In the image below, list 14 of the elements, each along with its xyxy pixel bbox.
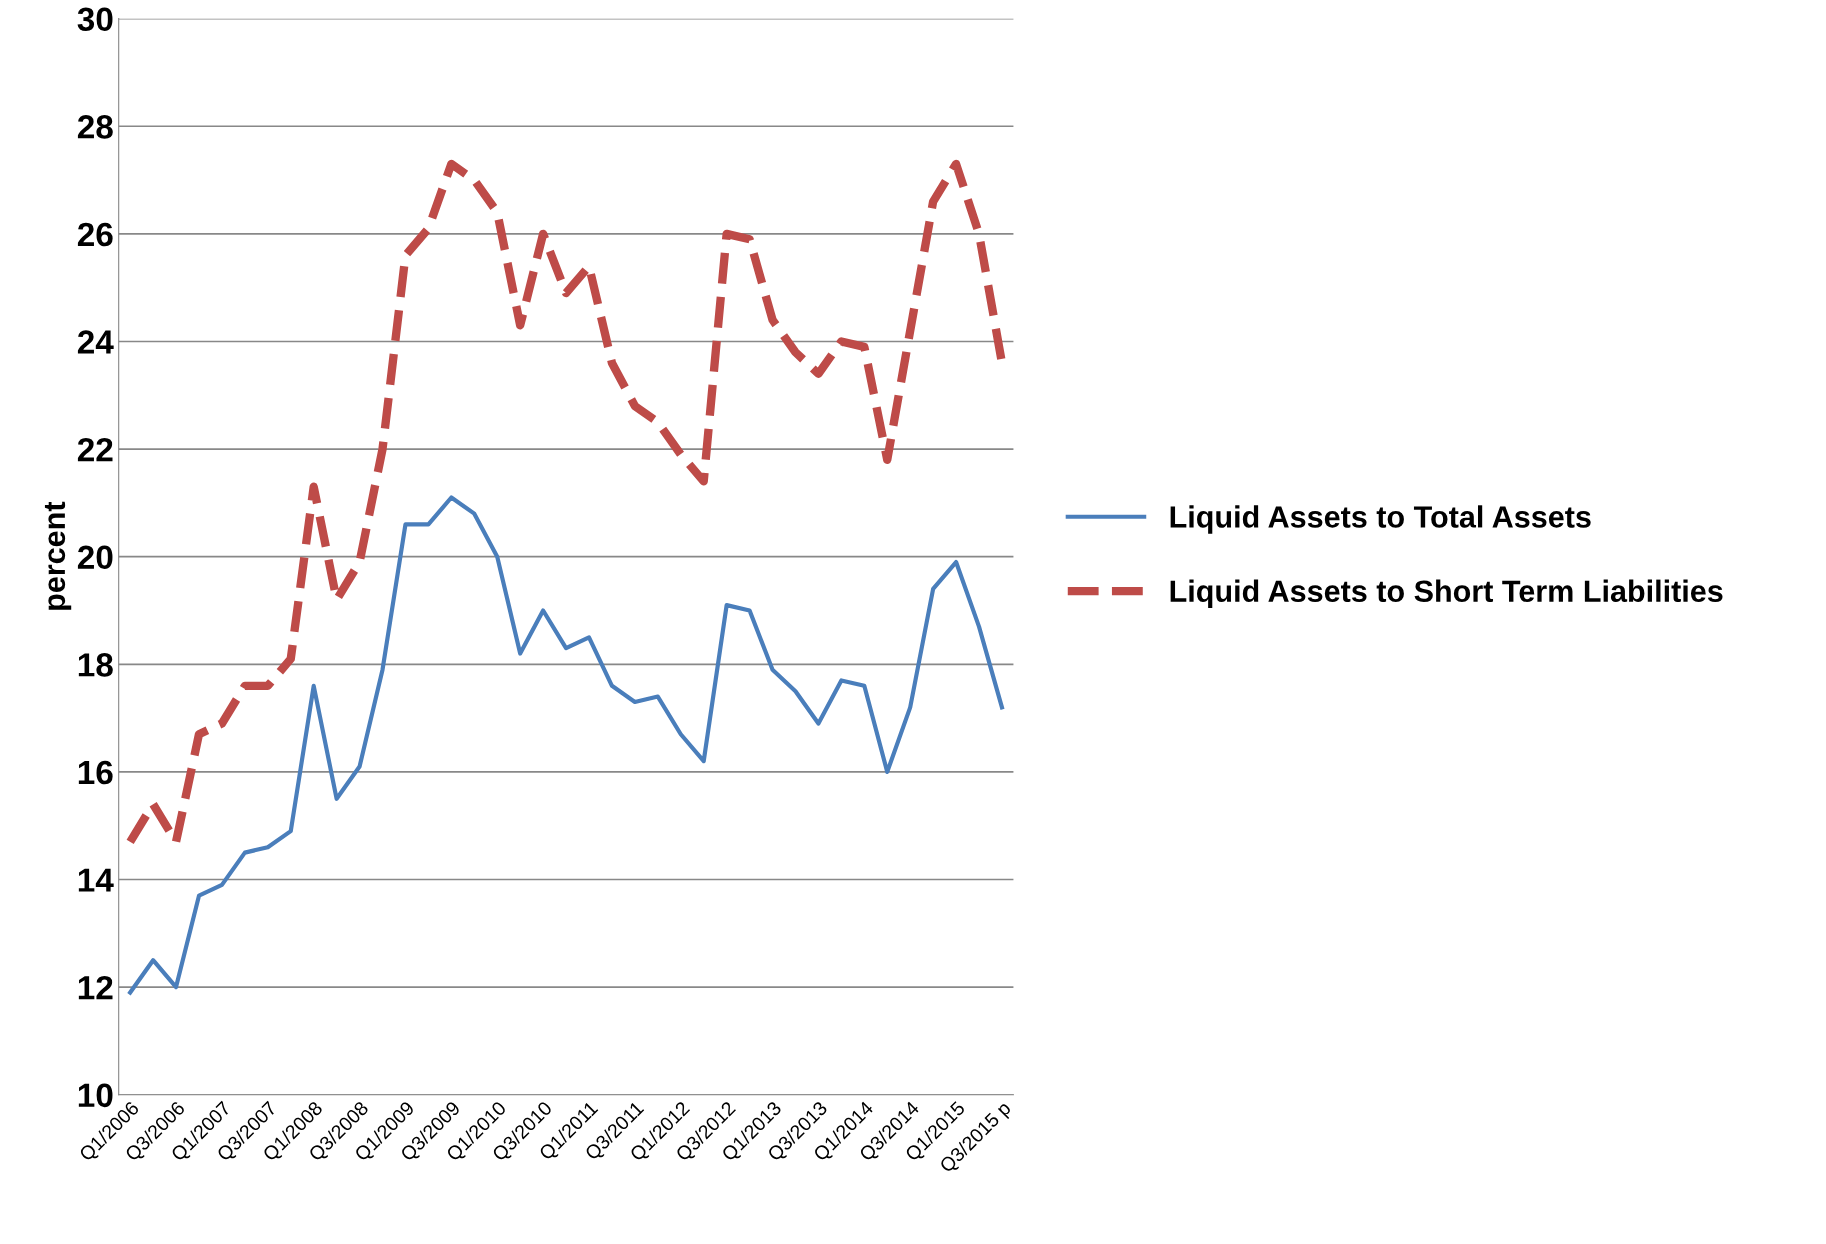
line-series <box>128 495 1005 995</box>
y-tick-label: 28 <box>77 115 113 139</box>
legend-label: Liquid Assets to Total Assets <box>1170 505 1591 534</box>
y-tick-label: 30 <box>77 7 113 32</box>
y-tick-label: 12 <box>78 975 113 1000</box>
y-tick-label: 22 <box>77 437 113 462</box>
y-tick-label: 26 <box>77 222 113 247</box>
y-tick-label: 24 <box>77 330 114 354</box>
y-tick-label: 20 <box>77 545 113 570</box>
legend-label: Liquid Assets to Short Term Liabilities <box>1170 579 1723 609</box>
y-axis-title: percent <box>44 501 72 610</box>
y-tick-label: 14 <box>78 868 114 892</box>
y-tick-label: 16 <box>78 760 113 785</box>
y-tick-label: 18 <box>78 653 113 677</box>
